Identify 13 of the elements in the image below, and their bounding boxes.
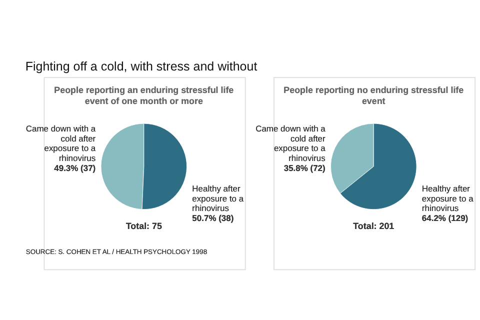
text: Total: 75 xyxy=(126,221,162,232)
data-label: 50.7% (38) xyxy=(192,212,234,223)
text: Total: 201 xyxy=(353,221,394,232)
data-label: 64.2% (129) xyxy=(422,212,468,223)
chart-subtitle: People reporting no enduring stressful life event xyxy=(284,85,464,106)
chart-title: Fighting off a cold, with stress and without xyxy=(25,59,258,74)
data-label: 35.8% (72) xyxy=(284,162,326,173)
slice-label: Came down with a cold after exposure to a rhinovirus xyxy=(256,124,326,164)
slice-label: Came down with a cold after exposure to a rhinovirus xyxy=(26,124,96,164)
chart-subtitle: People reporting an enduring stressful life event of one month or more xyxy=(54,85,234,106)
slice-label: Healthy after exposure to a rhinovirus xyxy=(192,183,244,214)
data-label: 49.3% (37) xyxy=(54,162,96,173)
slice-label: Healthy after exposure to a rhinovirus xyxy=(422,183,474,214)
